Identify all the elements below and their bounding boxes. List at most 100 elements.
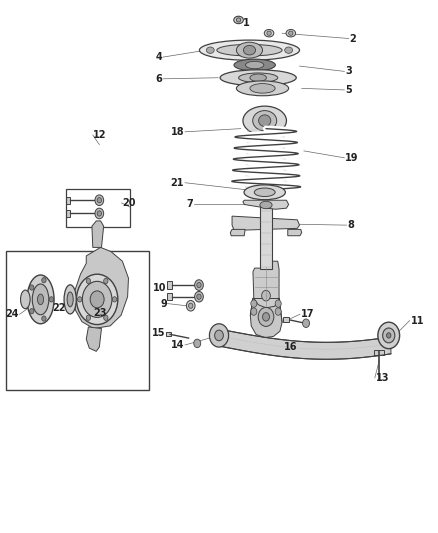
Circle shape <box>275 308 281 316</box>
Polygon shape <box>283 317 289 322</box>
Text: 9: 9 <box>160 298 167 309</box>
Circle shape <box>209 324 229 347</box>
Text: 22: 22 <box>52 303 66 313</box>
Ellipse shape <box>32 284 49 315</box>
Ellipse shape <box>234 16 244 23</box>
Polygon shape <box>86 327 102 351</box>
Ellipse shape <box>250 84 275 93</box>
Text: 4: 4 <box>155 52 162 62</box>
Polygon shape <box>166 332 171 336</box>
Circle shape <box>251 308 257 316</box>
Ellipse shape <box>237 42 262 58</box>
Circle shape <box>42 278 46 283</box>
Ellipse shape <box>289 31 293 35</box>
Ellipse shape <box>387 333 391 338</box>
Ellipse shape <box>38 294 44 305</box>
Polygon shape <box>167 293 172 301</box>
Ellipse shape <box>244 185 286 200</box>
Polygon shape <box>232 216 300 230</box>
Text: 1: 1 <box>243 18 250 28</box>
Ellipse shape <box>82 281 112 317</box>
Ellipse shape <box>77 274 118 325</box>
Circle shape <box>42 316 46 321</box>
Text: 3: 3 <box>345 67 352 76</box>
Circle shape <box>215 330 223 341</box>
Circle shape <box>275 300 281 308</box>
Text: 11: 11 <box>410 316 424 326</box>
Circle shape <box>104 278 108 284</box>
Ellipse shape <box>383 328 395 343</box>
Circle shape <box>258 308 274 326</box>
Ellipse shape <box>286 29 296 37</box>
Circle shape <box>113 297 117 302</box>
Polygon shape <box>167 281 172 289</box>
Circle shape <box>194 292 203 302</box>
Circle shape <box>95 195 104 206</box>
Circle shape <box>261 290 270 301</box>
Text: 14: 14 <box>171 340 184 350</box>
Ellipse shape <box>267 31 271 35</box>
Ellipse shape <box>64 285 76 314</box>
Text: 21: 21 <box>171 177 184 188</box>
Circle shape <box>262 313 269 321</box>
Circle shape <box>194 280 203 290</box>
Circle shape <box>30 285 34 290</box>
Polygon shape <box>230 229 245 236</box>
Ellipse shape <box>206 47 214 53</box>
Circle shape <box>188 303 193 309</box>
Ellipse shape <box>239 73 278 83</box>
Text: 18: 18 <box>170 127 184 137</box>
Circle shape <box>104 315 108 320</box>
Text: 16: 16 <box>284 342 298 352</box>
Ellipse shape <box>27 275 54 324</box>
Ellipse shape <box>90 291 104 308</box>
Bar <box>6 251 149 390</box>
Circle shape <box>197 294 201 300</box>
Text: 19: 19 <box>345 153 359 163</box>
Polygon shape <box>243 200 289 209</box>
Circle shape <box>97 211 102 216</box>
Ellipse shape <box>243 106 286 135</box>
Text: 8: 8 <box>347 220 354 230</box>
Text: 15: 15 <box>152 328 166 338</box>
Circle shape <box>97 198 102 203</box>
Ellipse shape <box>237 18 241 22</box>
Text: 2: 2 <box>350 34 357 44</box>
Polygon shape <box>288 229 302 236</box>
Ellipse shape <box>285 47 293 53</box>
Text: 23: 23 <box>94 308 107 318</box>
Circle shape <box>30 309 34 314</box>
Ellipse shape <box>378 322 399 349</box>
Ellipse shape <box>199 40 300 60</box>
Polygon shape <box>374 350 385 354</box>
Ellipse shape <box>254 188 275 197</box>
Ellipse shape <box>250 74 266 82</box>
Polygon shape <box>66 210 70 217</box>
Polygon shape <box>253 261 279 308</box>
Circle shape <box>86 278 91 284</box>
Polygon shape <box>66 197 70 204</box>
Text: 6: 6 <box>155 74 162 84</box>
Ellipse shape <box>217 44 282 56</box>
Ellipse shape <box>237 81 289 96</box>
Ellipse shape <box>244 45 255 55</box>
Ellipse shape <box>246 61 264 69</box>
Polygon shape <box>92 221 104 247</box>
Text: 24: 24 <box>5 309 19 319</box>
Circle shape <box>303 319 310 327</box>
Ellipse shape <box>258 115 271 126</box>
Bar <box>66 189 130 227</box>
Text: 5: 5 <box>345 85 352 95</box>
Circle shape <box>95 208 104 219</box>
Ellipse shape <box>234 59 276 71</box>
Circle shape <box>251 300 257 308</box>
Ellipse shape <box>220 70 296 86</box>
Circle shape <box>86 315 91 320</box>
Circle shape <box>78 297 82 302</box>
Ellipse shape <box>260 201 272 209</box>
Polygon shape <box>219 329 391 359</box>
Ellipse shape <box>264 29 274 37</box>
Text: 12: 12 <box>93 130 106 140</box>
Circle shape <box>194 339 201 348</box>
Ellipse shape <box>21 290 30 309</box>
